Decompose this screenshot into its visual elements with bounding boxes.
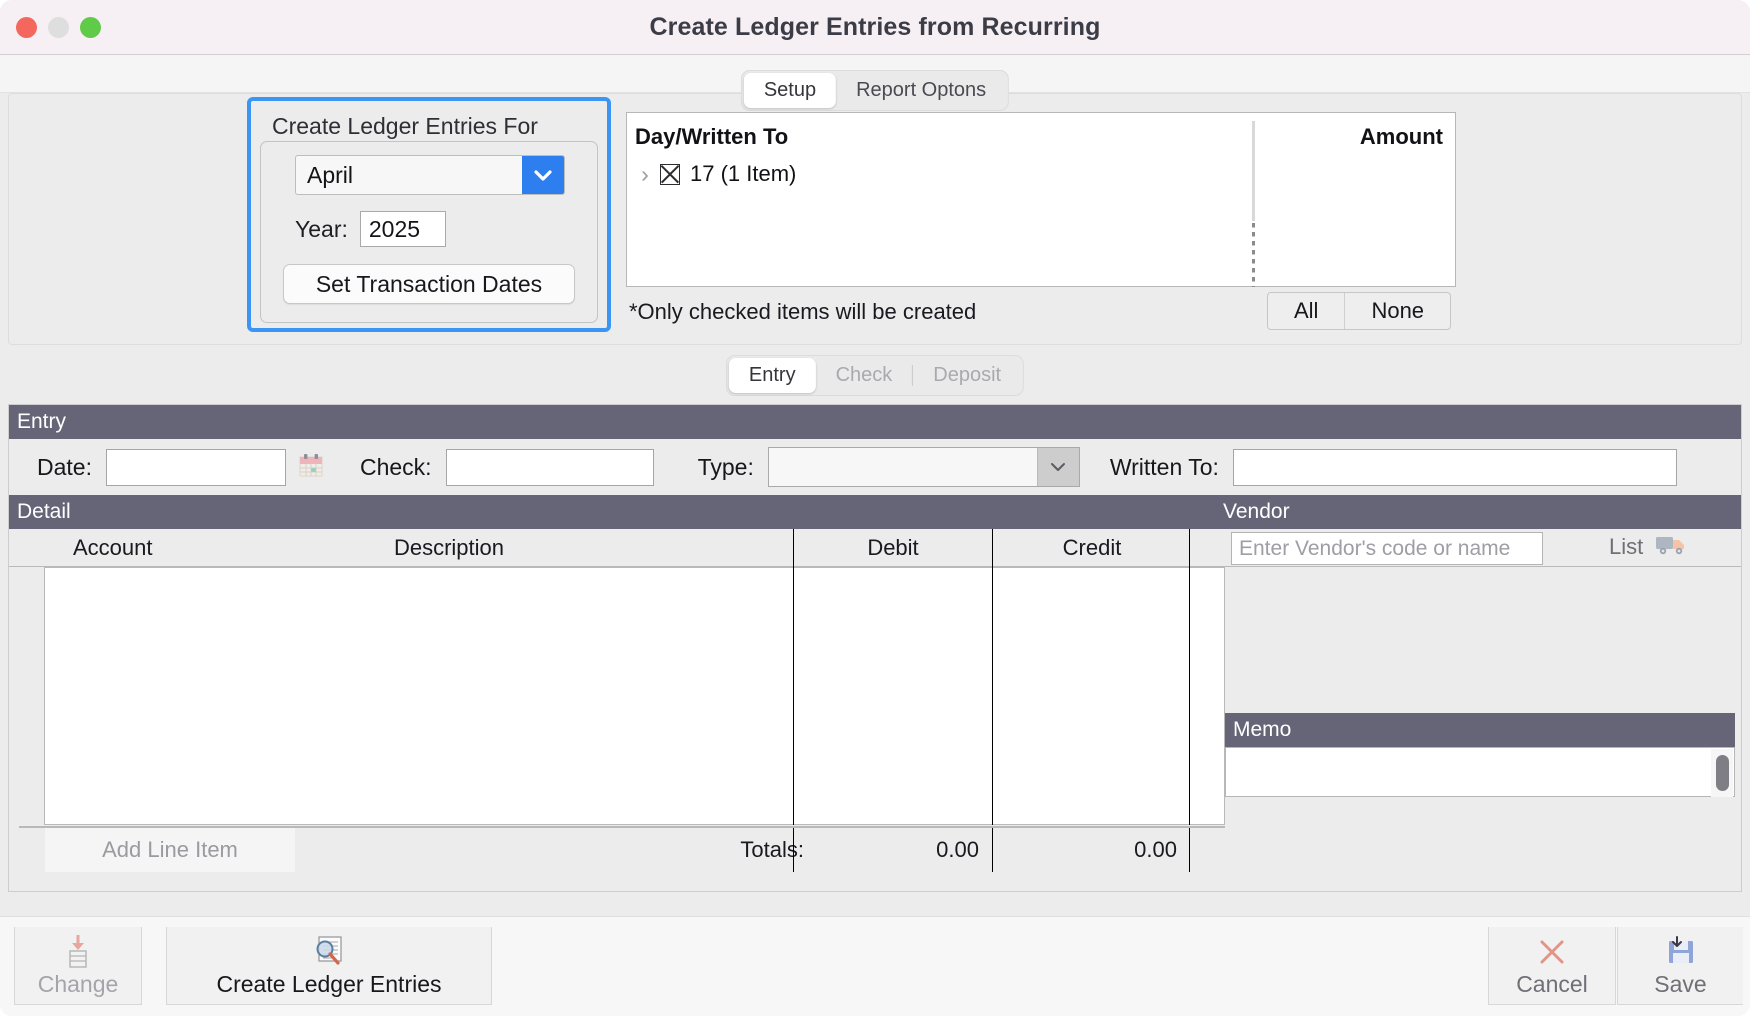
tab-setup[interactable]: Setup [743,73,837,108]
tab-report-options[interactable]: Report Optons [856,79,987,101]
tree-row[interactable]: › 17 (1 Item) [637,159,796,189]
bottom-toolbar: Change Create Ledger Entries [0,916,1750,1016]
totals-divider [793,828,794,872]
title-bar: Create Ledger Entries from Recurring [0,0,1750,55]
totals-label: Totals: [740,837,804,862]
column-header-amount: Amount [1359,124,1443,149]
month-dropdown[interactable]: April [295,155,565,195]
detail-section-header: Detail Vendor [9,495,1741,529]
tab-deposit[interactable]: Deposit [933,364,1002,386]
column-divider-solid[interactable] [1252,121,1255,221]
column-header-credit[interactable]: Credit [1062,535,1122,560]
create-ledger-entries-for-group: Create Ledger Entries For April Year: 20… [247,97,611,332]
window-title: Create Ledger Entries from Recurring [649,12,1101,41]
truck-icon[interactable] [1655,532,1687,561]
save-label: Save [1654,971,1707,997]
type-value [769,448,1037,486]
totals-divider [1189,828,1190,872]
row-selector-gutter [19,567,45,825]
totals-debit: 0.00 [936,837,979,862]
date-label: Date: [37,453,92,480]
cancel-x-icon [1535,933,1569,971]
vendor-list-button[interactable]: List [1609,532,1687,561]
chevron-down-icon[interactable] [522,156,564,194]
change-button[interactable]: Change [14,927,142,1005]
tree-row-label: 17 (1 Item) [690,161,797,186]
disclosure-chevron-icon[interactable]: › [641,160,649,187]
column-header-account[interactable]: Account [73,535,153,560]
column-header-description[interactable]: Description [393,535,505,560]
recurring-items-tree[interactable]: Day/Written To Amount › 17 (1 Item) [626,112,1456,287]
row-checkbox[interactable] [660,163,680,185]
grid-divider [1189,567,1190,825]
window-controls [16,17,101,38]
entry-section-header: Entry [9,405,1741,439]
year-label: Year: [295,215,348,242]
grid-divider [793,567,794,825]
year-field-row: Year: 2025 [295,211,575,247]
zoom-button[interactable] [80,17,101,38]
column-header-debit[interactable]: Debit [867,535,919,560]
add-line-item-button[interactable]: Add Line Item [45,828,295,872]
create-ledger-icon [311,933,347,971]
select-none-button[interactable]: None [1371,298,1425,323]
entry-detail-panel: Entry Date: Check: Type: [8,404,1742,892]
check-input[interactable] [445,448,654,486]
scrollbar-thumb[interactable] [1715,755,1729,791]
cancel-label: Cancel [1516,971,1588,997]
save-disk-icon [1664,933,1698,971]
column-divider[interactable] [793,529,794,567]
tab-entry[interactable]: Entry [728,358,816,393]
totals-row: Add Line Item Totals: 0.00 0.00 [19,826,1225,872]
grid-divider [992,567,993,825]
group-legend: Create Ledger Entries For [268,113,542,140]
change-label: Change [37,971,119,997]
change-icon [61,933,95,971]
entry-form-row: Date: Check: Type: [9,439,1741,495]
check-label: Check: [359,453,432,480]
create-ledger-entries-button[interactable]: Create Ledger Entries [166,927,492,1005]
memo-input[interactable] [1225,747,1735,797]
select-all-button[interactable]: All [1294,298,1319,323]
memo-section-header: Memo [1225,713,1735,747]
select-all-none-group: All None [1267,292,1452,330]
setup-panel: Create Ledger Entries For April Year: 20… [8,93,1742,345]
setup-tab-group: Setup Report Optons [740,70,1010,111]
calendar-icon[interactable] [298,452,324,483]
detail-table-body[interactable] [45,567,1225,825]
tab-divider [912,365,914,386]
written-to-input[interactable] [1232,448,1677,486]
close-button[interactable] [16,17,37,38]
column-divider[interactable] [992,529,993,567]
type-dropdown[interactable] [767,447,1080,487]
year-input[interactable]: 2025 [359,211,446,247]
chevron-down-icon[interactable] [1036,448,1079,486]
entry-tab-group: Entry Check Deposit [725,355,1025,396]
vendor-input[interactable]: Enter Vendor's code or name [1231,532,1543,565]
save-button[interactable]: Save [1617,927,1743,1005]
month-value: April [307,161,354,188]
date-input[interactable] [105,448,286,486]
checked-items-note: *Only checked items will be created [629,299,977,324]
column-divider[interactable] [1189,529,1190,567]
button-divider [1344,293,1346,329]
set-transaction-dates-button[interactable]: Set Transaction Dates [283,264,575,304]
column-divider-dotted [1252,223,1255,287]
written-to-label: Written To: [1109,453,1219,480]
type-label: Type: [697,453,754,480]
create-ledger-entries-label: Create Ledger Entries [216,971,442,997]
column-header-day-written-to: Day/Written To [635,124,789,149]
vendor-list-label: List [1609,533,1644,559]
group-border [260,141,598,323]
tree-header: Day/Written To Amount [627,113,1455,157]
totals-credit: 0.00 [1134,837,1177,862]
vendor-section-header: Vendor [1223,500,1290,523]
vertical-scrollbar[interactable] [1711,749,1733,797]
cancel-button[interactable]: Cancel [1488,927,1616,1005]
tab-check[interactable]: Check [835,364,893,386]
totals-divider [992,828,993,872]
minimize-button[interactable] [48,17,69,38]
